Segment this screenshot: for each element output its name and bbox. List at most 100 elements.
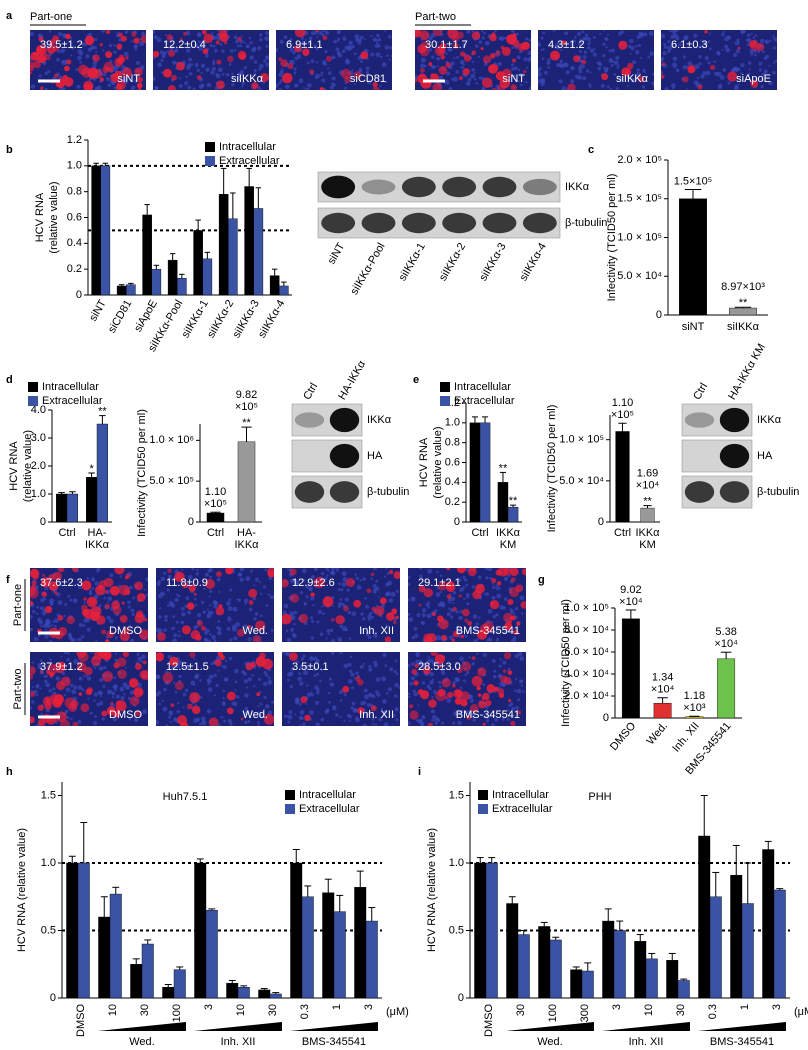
infected-cell <box>65 33 71 40</box>
infected-cell <box>167 568 172 574</box>
nucleus <box>164 614 168 619</box>
infected-cell <box>549 50 561 61</box>
nucleus <box>341 571 347 577</box>
nucleus <box>228 598 232 602</box>
y-tick-label: 8.0 × 10⁴ <box>564 624 609 636</box>
nucleus <box>108 43 113 48</box>
image-label: siNT <box>117 73 140 85</box>
nucleus <box>309 616 314 620</box>
nucleus <box>547 65 551 69</box>
infected-cell <box>467 620 473 626</box>
nucleus <box>329 85 334 90</box>
nucleus <box>325 30 330 35</box>
nucleus <box>64 603 68 607</box>
nucleus <box>296 660 300 664</box>
nucleus <box>90 577 96 582</box>
nucleus <box>86 577 90 580</box>
nucleus <box>385 691 389 695</box>
infected-cell <box>471 50 477 56</box>
infected-cell <box>522 69 527 74</box>
nucleus <box>772 35 775 38</box>
nucleus <box>141 31 146 36</box>
nucleus <box>546 60 551 65</box>
infected-cell <box>156 652 164 662</box>
nucleus <box>32 609 36 614</box>
panel-letter: i <box>418 766 421 778</box>
nucleus <box>217 669 220 672</box>
value-label: 1.69 <box>637 468 658 480</box>
nucleus <box>703 41 709 47</box>
nucleus <box>362 723 368 726</box>
nucleus <box>337 637 343 642</box>
infected-cell <box>492 64 499 71</box>
nucleus <box>439 574 443 578</box>
nucleus <box>698 55 702 59</box>
nucleus <box>470 713 475 718</box>
nucleus <box>411 596 416 601</box>
infected-cell <box>57 615 64 621</box>
nucleus <box>411 662 415 666</box>
nucleus <box>223 719 227 723</box>
blot-band <box>321 212 356 234</box>
infected-cell <box>76 662 87 672</box>
nucleus <box>35 693 39 697</box>
nucleus <box>388 58 392 61</box>
nucleus <box>434 721 439 725</box>
nucleus <box>215 683 219 688</box>
nucleus <box>637 43 642 48</box>
infected-cell <box>30 691 36 697</box>
nucleus <box>283 603 289 609</box>
bar <box>226 982 239 999</box>
nucleus <box>662 51 667 56</box>
nucleus <box>475 622 479 626</box>
nucleus <box>164 33 167 36</box>
nucleus <box>237 72 242 77</box>
blot-row-label: IKKα <box>565 181 590 193</box>
infected-cell <box>750 79 759 88</box>
dose-wedge <box>602 1022 690 1031</box>
infected-cell <box>313 577 325 588</box>
infected-cell <box>496 581 502 586</box>
infected-cell <box>106 630 114 639</box>
nucleus <box>126 30 130 32</box>
infected-cell <box>432 30 443 37</box>
nucleus <box>700 74 705 79</box>
infected-cell <box>573 55 580 63</box>
nucleus <box>321 571 325 576</box>
bar <box>206 512 225 523</box>
infected-cell <box>504 622 513 631</box>
nucleus <box>289 47 294 52</box>
infected-cell <box>166 34 173 41</box>
nucleus <box>368 664 372 669</box>
nucleus <box>613 73 616 76</box>
nucleus <box>287 714 293 720</box>
infected-cell <box>345 577 356 588</box>
nucleus <box>219 43 223 46</box>
nucleus <box>510 638 516 642</box>
bar <box>66 862 79 999</box>
nucleus <box>491 595 496 600</box>
nucleus <box>498 664 502 668</box>
infected-cell <box>105 30 111 35</box>
nucleus <box>517 652 523 657</box>
nucleus <box>70 37 73 40</box>
nucleus <box>484 568 489 571</box>
infected-cell <box>441 581 446 586</box>
nucleus <box>213 673 217 678</box>
nucleus <box>331 82 334 85</box>
nucleus <box>724 36 729 42</box>
y-axis-label: Infectivity (TCID50 per ml) <box>560 599 572 727</box>
nucleus <box>293 610 298 615</box>
nucleus <box>368 626 371 629</box>
nucleus <box>213 694 216 697</box>
nucleus <box>186 48 191 53</box>
nucleus <box>429 671 434 677</box>
nucleus <box>341 49 346 54</box>
nucleus <box>335 47 340 52</box>
infected-cell <box>33 51 39 57</box>
nucleus <box>516 688 522 694</box>
bar <box>469 422 481 523</box>
x-tick-label: KM <box>500 539 517 551</box>
infected-cell <box>237 36 242 42</box>
